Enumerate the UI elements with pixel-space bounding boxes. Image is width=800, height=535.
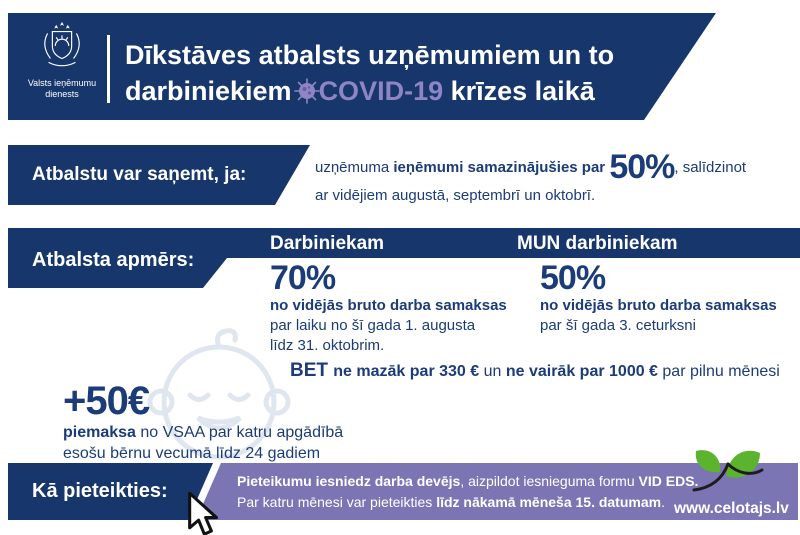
revenue-drop-value: 50% [609, 148, 675, 186]
limits-text: BET ne mazāk par 330 € un ne vairāk par … [290, 360, 780, 381]
header-divider [107, 35, 110, 103]
employee-amount-column: 70% no vidējās bruto darba samaksas par … [270, 259, 507, 354]
title-line1: Dīkstāves atbalsts uzņēmumiem un to [125, 40, 615, 70]
covid-label: COVID-19 [318, 76, 444, 106]
coat-of-arms-icon [36, 21, 88, 75]
virus-icon [293, 78, 320, 110]
celotajs-leaf-logo-icon [690, 444, 766, 509]
amount-label: Atbalsta apmērs: [32, 249, 195, 271]
amount-banner: Atbalsta apmērs: Darbiniekam MUN darbini… [8, 228, 800, 288]
page-title: Dīkstāves atbalsts uzņēmumiem un to darb… [125, 37, 614, 113]
eligibility-text: uzņēmuma ieņēmumi samazinājušies par 50%… [315, 148, 747, 204]
website-link[interactable]: www.celotajs.lv [674, 500, 789, 517]
employee-percentage: 70% [270, 259, 336, 297]
title-line2: darbiniekiem COVID-19 krīzes laikā [125, 73, 614, 113]
bonus-amount: +50€ [63, 379, 150, 423]
child-bonus-block: +50€ piemaksa no VSAA par katru apgādībā… [63, 379, 344, 462]
header-banner: Valsts ieņēmumu dienests Dīkstāves atbal… [8, 13, 716, 120]
eligibility-banner: Atbalstu var saņemt, ja: [8, 145, 310, 205]
mun-employee-percentage: 50% [540, 259, 606, 297]
apply-label: Kā pieteikties: [32, 480, 168, 502]
vid-logo: Valsts ieņēmumu dienests [18, 19, 106, 100]
org-name-line1: Valsts ieņēmumu [27, 78, 97, 88]
apply-instructions: Pieteikumu iesniedz darba devējs, aizpil… [237, 473, 699, 510]
eligibility-label: Atbalstu var saņemt, ja: [32, 164, 247, 185]
org-name-line2: dienests [45, 89, 79, 99]
mun-employee-amount-column: 50% no vidējās bruto darba samaksas par … [540, 259, 777, 334]
column-header-mun-employee: MUN darbiniekam [517, 233, 678, 254]
column-header-employee: Darbiniekam [270, 233, 385, 254]
apply-banner: Kā pieteikties: [8, 463, 213, 520]
mouse-cursor-icon [186, 491, 224, 535]
apply-info-banner: Pieteikumu iesniedz darba devējs, aizpil… [196, 463, 798, 520]
baby-face-watermark-icon [138, 324, 300, 469]
